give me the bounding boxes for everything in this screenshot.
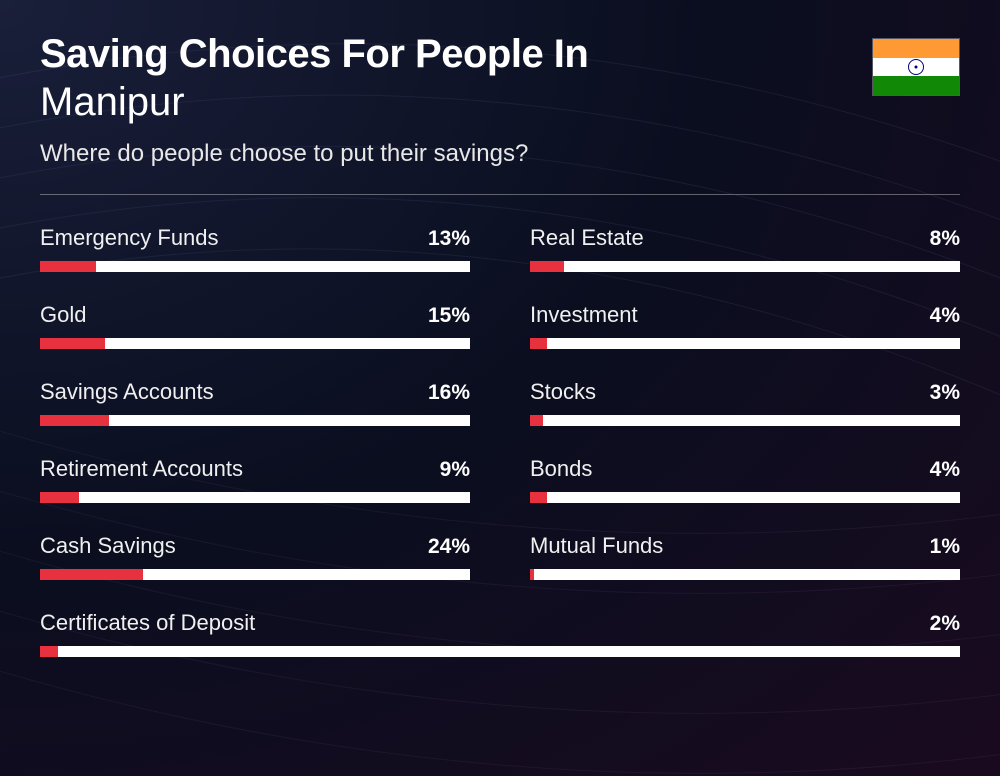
bar-label-row: Bonds 4% <box>530 456 960 482</box>
subtitle: Where do people choose to put their savi… <box>40 140 960 168</box>
bar-fill <box>40 646 58 657</box>
bar-fill <box>40 338 105 349</box>
title-block: Saving Choices For People In Manipur <box>40 32 872 126</box>
title-line1: Saving Choices For People In <box>40 32 872 76</box>
bar-track <box>40 646 960 657</box>
flag-saffron-stripe <box>873 39 959 58</box>
bar-label: Emergency Funds <box>40 225 219 251</box>
title-line2: Manipur <box>40 78 872 126</box>
bar-label-row: Emergency Funds 13% <box>40 225 470 251</box>
bar-label: Mutual Funds <box>530 533 663 559</box>
bar-value: 9% <box>440 458 470 482</box>
bar-item: Mutual Funds 1% <box>530 533 960 580</box>
bar-value: 4% <box>930 304 960 328</box>
bar-track <box>530 415 960 426</box>
bar-fill <box>530 569 534 580</box>
bar-item: Cash Savings 24% <box>40 533 470 580</box>
bar-fill <box>40 492 79 503</box>
bar-track <box>40 261 470 272</box>
bar-track <box>530 338 960 349</box>
bar-label: Gold <box>40 302 86 328</box>
flag-green-stripe <box>873 76 959 95</box>
bar-label-row: Real Estate 8% <box>530 225 960 251</box>
ashoka-chakra-icon <box>908 59 924 75</box>
bar-label: Cash Savings <box>40 533 176 559</box>
bar-track <box>530 569 960 580</box>
bar-label-row: Gold 15% <box>40 302 470 328</box>
bar-track <box>40 492 470 503</box>
bar-label: Retirement Accounts <box>40 456 243 482</box>
bar-label: Certificates of Deposit <box>40 610 255 636</box>
bar-item: Gold 15% <box>40 302 470 349</box>
bar-label-row: Mutual Funds 1% <box>530 533 960 559</box>
bar-label-row: Cash Savings 24% <box>40 533 470 559</box>
india-flag-icon <box>872 38 960 96</box>
bar-item: Savings Accounts 16% <box>40 379 470 426</box>
bar-value: 4% <box>930 458 960 482</box>
bar-value: 16% <box>428 381 470 405</box>
bar-item: Investment 4% <box>530 302 960 349</box>
bar-label-row: Savings Accounts 16% <box>40 379 470 405</box>
bar-fill <box>530 338 547 349</box>
bar-fill <box>40 415 109 426</box>
bar-item: Bonds 4% <box>530 456 960 503</box>
bar-label: Real Estate <box>530 225 644 251</box>
bar-label-row: Certificates of Deposit 2% <box>40 610 960 636</box>
bar-value: 2% <box>930 612 960 636</box>
bar-label: Bonds <box>530 456 592 482</box>
bar-item: Retirement Accounts 9% <box>40 456 470 503</box>
bars-grid: Emergency Funds 13% Real Estate 8% Gold 15% In… <box>40 225 960 657</box>
bar-track <box>40 569 470 580</box>
bar-label-row: Retirement Accounts 9% <box>40 456 470 482</box>
bar-track <box>40 415 470 426</box>
bar-value: 13% <box>428 227 470 251</box>
bar-item: Real Estate 8% <box>530 225 960 272</box>
bar-value: 8% <box>930 227 960 251</box>
bar-fill <box>40 261 96 272</box>
bar-value: 1% <box>930 535 960 559</box>
bar-value: 15% <box>428 304 470 328</box>
bar-track <box>530 492 960 503</box>
bar-fill <box>530 261 564 272</box>
bar-label: Stocks <box>530 379 596 405</box>
bar-fill <box>530 415 543 426</box>
bar-item: Emergency Funds 13% <box>40 225 470 272</box>
bar-label-row: Investment 4% <box>530 302 960 328</box>
bar-value: 24% <box>428 535 470 559</box>
divider <box>40 194 960 195</box>
flag-white-stripe <box>873 58 959 77</box>
header: Saving Choices For People In Manipur Whe… <box>40 32 960 168</box>
bar-label: Investment <box>530 302 638 328</box>
bar-track <box>40 338 470 349</box>
bar-item: Certificates of Deposit 2% <box>40 610 960 657</box>
title-row: Saving Choices For People In Manipur <box>40 32 960 126</box>
bar-track <box>530 261 960 272</box>
bar-item: Stocks 3% <box>530 379 960 426</box>
bar-label-row: Stocks 3% <box>530 379 960 405</box>
bar-value: 3% <box>930 381 960 405</box>
bar-fill <box>40 569 143 580</box>
bar-fill <box>530 492 547 503</box>
bar-label: Savings Accounts <box>40 379 214 405</box>
